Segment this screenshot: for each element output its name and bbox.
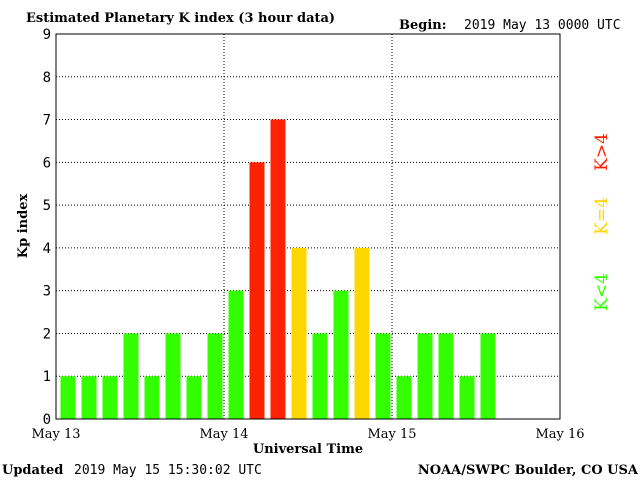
kp-bar bbox=[396, 376, 412, 419]
legend-low: K<4 bbox=[592, 273, 612, 311]
kp-bar bbox=[207, 333, 223, 419]
x-tick-label: May 15 bbox=[367, 427, 416, 442]
chart-title: Estimated Planetary K index (3 hour data… bbox=[26, 11, 335, 26]
kp-bar bbox=[165, 333, 181, 419]
kp-bar bbox=[480, 333, 496, 419]
kp-bar bbox=[186, 376, 202, 419]
y-tick-label: 3 bbox=[43, 284, 51, 300]
x-axis-label: Universal Time bbox=[253, 442, 363, 457]
y-tick-label: 1 bbox=[43, 369, 51, 385]
kp-bar bbox=[312, 333, 328, 419]
kp-bar bbox=[81, 376, 97, 419]
grid-lines bbox=[56, 34, 560, 419]
kp-bar bbox=[249, 162, 265, 420]
y-tick-label: 5 bbox=[43, 198, 51, 214]
kp-bar bbox=[354, 247, 370, 419]
x-tick-label: May 16 bbox=[535, 427, 584, 442]
kp-bar bbox=[417, 333, 433, 419]
y-tick-label: 6 bbox=[43, 155, 51, 171]
y-tick-label: 9 bbox=[43, 27, 51, 43]
kp-bar bbox=[291, 247, 307, 419]
updated-value: 2019 May 15 15:30:02 UTC bbox=[74, 463, 262, 478]
kp-bar bbox=[144, 376, 160, 419]
plot-frame bbox=[55, 33, 561, 420]
kp-bar bbox=[270, 119, 286, 420]
y-tick-label: 8 bbox=[43, 70, 51, 86]
begin-value: 2019 May 13 0000 UTC bbox=[464, 18, 621, 33]
y-tick-label: 4 bbox=[43, 241, 51, 257]
x-tick-label: May 13 bbox=[31, 427, 80, 442]
y-tick-label: 0 bbox=[43, 412, 51, 428]
updated-label: Updated bbox=[2, 463, 63, 478]
kp-bar bbox=[123, 333, 139, 419]
y-tick-label: 2 bbox=[43, 326, 51, 342]
bars-group bbox=[60, 119, 496, 420]
x-tick-label: May 14 bbox=[199, 427, 248, 442]
y-tick-labels: 0 1 2 3 4 5 6 7 8 9 bbox=[43, 27, 51, 428]
kp-bar bbox=[102, 376, 118, 419]
kp-bar bbox=[60, 376, 76, 419]
kp-bar bbox=[375, 333, 391, 419]
y-axis-label: Kp index bbox=[16, 194, 31, 259]
kp-bar bbox=[438, 333, 454, 419]
kp-bar bbox=[333, 290, 349, 419]
legend-high: K>4 bbox=[592, 133, 612, 171]
y-tick-label: 7 bbox=[43, 113, 51, 129]
kp-bar bbox=[228, 290, 244, 419]
x-tick-labels: May 13 May 14 May 15 May 16 bbox=[31, 427, 584, 442]
legend-equal: K=4 bbox=[592, 197, 612, 235]
kp-bar bbox=[459, 376, 475, 419]
source-credit: NOAA/SWPC Boulder, CO USA bbox=[418, 463, 639, 478]
begin-label: Begin: bbox=[399, 18, 447, 33]
